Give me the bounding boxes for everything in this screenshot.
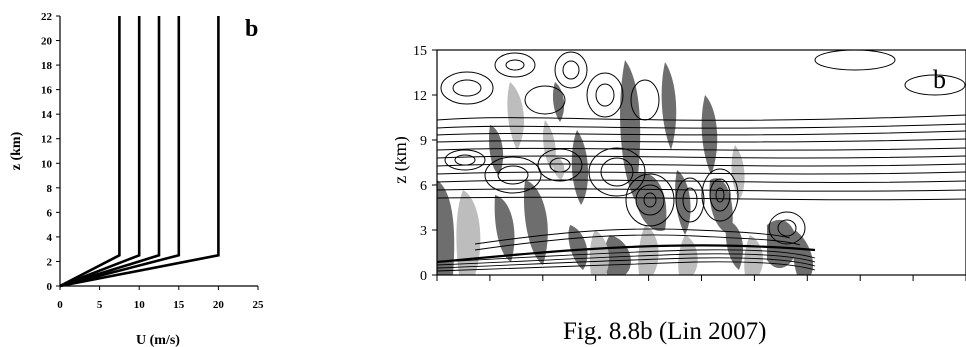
left-y-tick-label: 18	[41, 60, 53, 72]
left-y-tick-label: 2	[47, 256, 53, 268]
cell-contours	[440, 50, 966, 245]
wind-profile-line-2	[59, 16, 141, 288]
left-y-tick-label: 12	[41, 134, 53, 146]
left-y-ticks: 0 2 4 6 8 10 12 14 16 18 20 22	[41, 11, 60, 293]
left-x-tick-label: 15	[173, 299, 185, 311]
left-y-tick-label: 4	[47, 232, 53, 244]
figure-caption: Fig. 8.8b (Lin 2007)	[563, 318, 767, 345]
right-y-tick-label: 12	[413, 89, 427, 104]
right-panel-label: b	[933, 65, 946, 94]
left-x-ticks: 0 5 10 15 20 25	[57, 286, 264, 311]
right-y-axis-title: z (km)	[395, 136, 411, 183]
left-y-tick-label: 20	[41, 36, 53, 48]
left-y-tick-label: 16	[41, 85, 53, 97]
left-x-axis-title: U (m/s)	[136, 333, 180, 347]
left-y-tick-label: 0	[47, 281, 53, 293]
right-x-ticks	[436, 275, 966, 281]
right-y-tick-label: 9	[420, 134, 427, 149]
left-y-tick-label: 14	[41, 109, 53, 121]
right-y-tick-label: 3	[420, 224, 427, 239]
wind-profile-line-3	[59, 16, 161, 288]
wind-profile-line-4	[59, 16, 181, 288]
left-x-tick-label: 0	[57, 299, 63, 311]
right-y-ticks: 0 3 6 9 12 15	[413, 44, 437, 284]
right-y-tick-label: 6	[420, 179, 427, 194]
wind-profile-chart: 0 2 4 6 8 10 12 14 16 18 20 22 0 5 10 15 20 25 U (m/s) z…	[9, 11, 264, 347]
left-x-tick-label: 10	[134, 299, 146, 311]
left-y-axis-title: z (km)	[9, 131, 24, 170]
left-x-tick-label: 5	[97, 299, 103, 311]
left-x-tick-label: 20	[213, 299, 225, 311]
contour-plot-area	[437, 50, 966, 275]
left-y-tick-label: 8	[47, 183, 53, 195]
surface-bold-contour	[437, 244, 816, 264]
left-y-tick-label: 6	[47, 207, 53, 219]
wind-profile-line-1	[59, 16, 121, 288]
left-panel-label: b	[245, 16, 258, 42]
upper-contours	[437, 114, 966, 201]
right-y-tick-label: 15	[413, 44, 427, 59]
right-y-tick-label: 0	[420, 269, 427, 284]
left-series-group	[59, 16, 220, 288]
left-x-tick-label: 25	[253, 299, 265, 311]
contour-chart: 0 3 6 9 12 15 z (km) b	[395, 44, 966, 284]
left-y-tick-label: 10	[41, 158, 53, 170]
left-y-tick-label: 22	[41, 11, 53, 23]
surface-contours	[437, 228, 816, 272]
contour-plot-frame	[436, 49, 966, 276]
wind-profile-line-5	[59, 16, 220, 288]
